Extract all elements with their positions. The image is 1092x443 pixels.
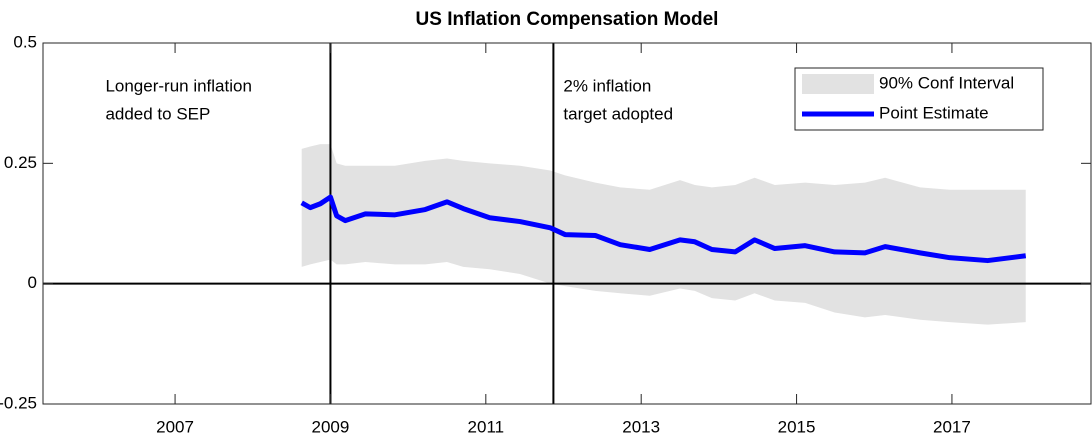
- plot-frame: [42, 42, 1092, 405]
- y-tick-label: 0.25: [4, 153, 37, 172]
- confidence-band: [301, 144, 1026, 325]
- x-tick-label: 2009: [312, 417, 350, 436]
- annotation: 2% inflation: [563, 76, 651, 95]
- legend-label: Point Estimate: [879, 103, 989, 122]
- y-tick-label: 0.5: [13, 32, 37, 51]
- legend-swatch: [802, 74, 874, 94]
- x-tick-label: 2015: [778, 417, 816, 436]
- annotation: Longer-run inflation: [105, 76, 251, 95]
- x-tick-label: 2007: [156, 417, 194, 436]
- point-estimate-line: [300, 194, 1027, 264]
- x-tick-label: 2011: [468, 417, 505, 436]
- annotation: added to SEP: [105, 104, 210, 123]
- x-tick-label: 2017: [933, 417, 971, 436]
- y-tick-label: -0.25: [0, 393, 37, 412]
- legend-label: 90% Conf Interval: [879, 73, 1014, 92]
- y-tick-label: 0: [28, 273, 37, 292]
- chart-title: US Inflation Compensation Model: [416, 9, 719, 30]
- x-tick-label: 2013: [622, 417, 660, 436]
- annotation: target adopted: [563, 104, 673, 123]
